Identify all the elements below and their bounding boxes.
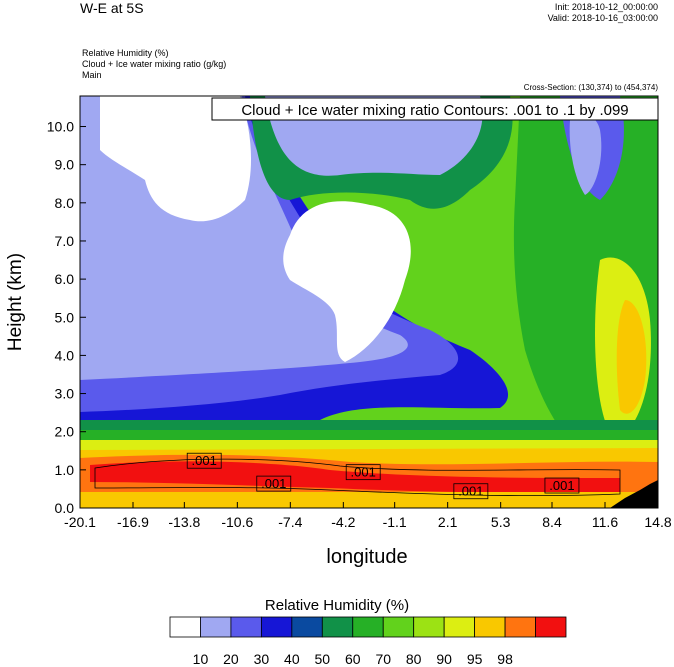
y-axis: 0.0 1.0 2.0 3.0 4.0 5.0 6.0 7.0 8.0 9.0 10.0	[47, 119, 86, 516]
contour-label-box	[345, 464, 381, 481]
x-tick-label: -20.1	[64, 514, 96, 530]
y-tick-label: 5.0	[55, 309, 75, 325]
x-tick-label: 5.3	[491, 514, 511, 530]
colorbar-label: 40	[284, 651, 300, 667]
field-label-main: Main	[82, 70, 102, 80]
colorbar-label: 95	[467, 651, 483, 667]
colorbar-label: 80	[406, 651, 422, 667]
contour-label: .001	[549, 478, 574, 493]
y-tick-label: 8.0	[55, 195, 75, 211]
x-tick-label: -10.6	[221, 514, 253, 530]
contour-label-box	[256, 475, 292, 492]
colorbar-swatch	[474, 616, 506, 638]
init-time: Init: 2018-10-12_00:00:00	[554, 2, 658, 12]
colorbar-swatch	[443, 616, 476, 638]
colorbar-swatch	[200, 616, 232, 638]
colorbar-swatch	[352, 616, 384, 638]
contour-note: Cloud + Ice water mixing ratio Contours:…	[241, 102, 628, 119]
colorbar-label: 60	[345, 651, 361, 667]
y-tick-label: 4.0	[55, 347, 75, 363]
x-tick-label: -16.9	[117, 514, 149, 530]
colorbar-label: 90	[436, 651, 452, 667]
contour-label: .001	[458, 484, 483, 499]
x-tick-label: -13.8	[168, 514, 200, 530]
x-tick-label: 11.6	[592, 514, 618, 530]
contour-label: .001	[192, 453, 217, 468]
colorbar-title: Relative Humidity (%)	[264, 597, 410, 614]
contour-label: .001	[351, 465, 376, 480]
y-tick-label: 6.0	[55, 271, 75, 287]
colorbar-swatch	[169, 616, 201, 638]
colorbar: 10 20 30 40 50 60 70 80 90 95 98	[169, 616, 567, 667]
cross-section-label: Cross-Section: (130,374) to (454,374)	[523, 83, 658, 92]
x-tick-label: 8.4	[542, 514, 562, 530]
contour-note-box: Cloud + Ice water mixing ratio Contours:…	[211, 97, 659, 121]
y-tick-label: 3.0	[55, 386, 75, 402]
plot-frame	[79, 95, 659, 509]
y-tick-label: 9.0	[55, 157, 75, 173]
contour-label: .001	[261, 476, 286, 491]
x-tick-label: -7.4	[278, 514, 302, 530]
rh-field	[80, 96, 658, 508]
field-label-cloud: Cloud + Ice water mixing ratio (g/kg)	[82, 59, 227, 69]
contour-label-box	[453, 483, 489, 500]
contour-label-box	[544, 477, 580, 494]
colorbar-swatch	[504, 616, 536, 638]
y-tick-label: 10.0	[47, 119, 74, 135]
y-tick-label: 7.0	[55, 233, 75, 249]
valid-time: Valid: 2018-10-16_03:00:00	[547, 13, 658, 23]
y-tick-label: 2.0	[55, 424, 75, 440]
colorbar-swatch	[535, 616, 567, 638]
x-tick-label: -4.2	[331, 514, 355, 530]
y-axis-label: Height (km)	[5, 253, 26, 351]
colorbar-swatch	[260, 616, 293, 638]
contour-labels: .001 .001 .001 .001 .001	[186, 452, 580, 500]
x-tick-label: -1.1	[383, 514, 407, 530]
field-label-rh: Relative Humidity (%)	[82, 48, 169, 58]
x-tick-label: 2.1	[438, 514, 458, 530]
colorbar-swatch	[382, 616, 415, 638]
colorbar-swatch	[230, 616, 262, 638]
colorbar-label: 20	[223, 651, 239, 667]
colorbar-swatch	[321, 616, 354, 638]
colorbar-swatch	[413, 616, 445, 638]
contour-label-box	[186, 452, 222, 469]
x-axis-label: longitude	[326, 546, 407, 568]
colorbar-label: 98	[497, 651, 513, 667]
colorbar-swatch	[291, 616, 323, 638]
y-tick-label: 0.0	[55, 500, 75, 516]
colorbar-label: 70	[375, 651, 391, 667]
colorbar-label: 10	[193, 651, 209, 667]
colorbar-label: 30	[254, 651, 270, 667]
colorbar-label: 50	[315, 651, 331, 667]
plot-title: W-E at 5S	[80, 0, 144, 16]
x-axis: -20.1 -16.9 -13.8 -10.6 -7.4 -4.2 -1.1 2.1 5.3 8.…	[64, 502, 672, 530]
y-tick-label: 1.0	[55, 462, 75, 478]
x-tick-label: 14.8	[644, 514, 671, 530]
